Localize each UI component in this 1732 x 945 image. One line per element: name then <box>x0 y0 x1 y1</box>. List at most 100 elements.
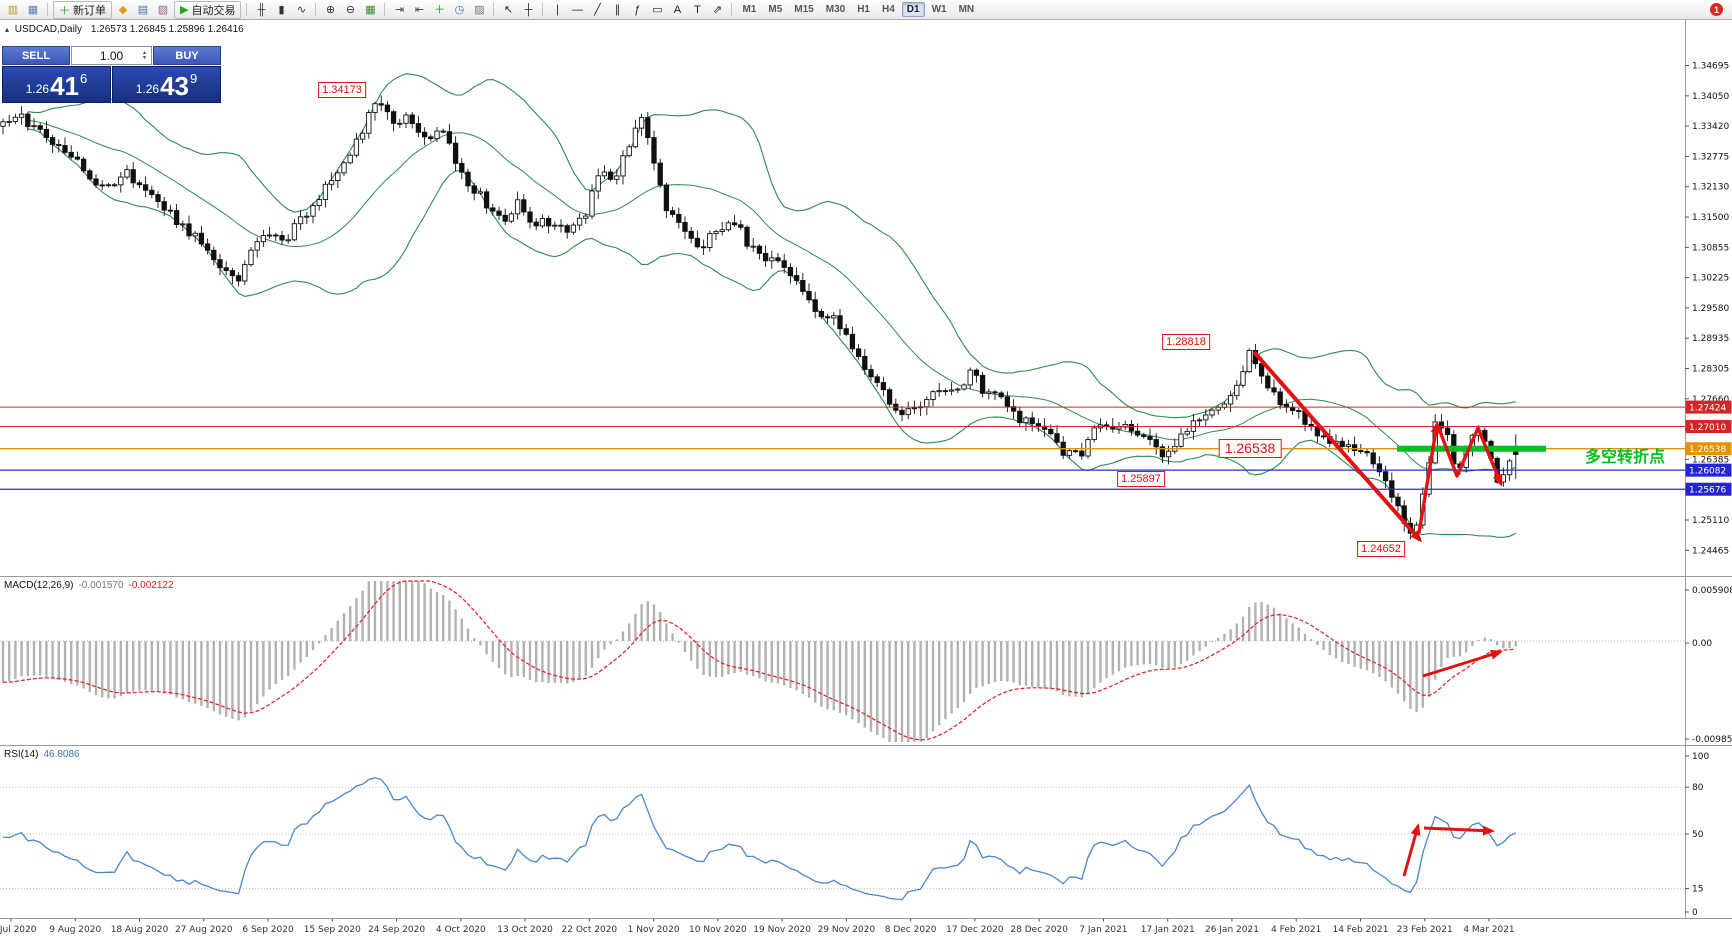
timeframe-m5[interactable]: M5 <box>768 4 783 15</box>
svg-text:1.26385: 1.26385 <box>1692 455 1729 465</box>
time-axis[interactable]: 30 Jul 2020 9 Aug 2020 18 Aug 2020 27 Aug 2… <box>0 918 1515 936</box>
sell-button[interactable]: SELL <box>2 46 70 65</box>
rsi-indicator-label: RSI(14) 46.8086 <box>4 749 80 760</box>
tile-windows-icon[interactable]: ▦ <box>365 3 376 16</box>
svg-text:17 Dec 2020: 17 Dec 2020 <box>946 925 1004 935</box>
macd-panel[interactable] <box>0 580 1685 742</box>
ohlc-values: 1.26573 1.26845 1.25896 1.26416 <box>90 24 244 35</box>
fibonacci-icon[interactable]: ƒ <box>634 3 641 16</box>
svg-text:27 Aug 2020: 27 Aug 2020 <box>175 925 233 935</box>
timeframe-d1[interactable]: D1 <box>901 2 925 17</box>
svg-text:30 Jul 2020: 30 Jul 2020 <box>0 925 37 935</box>
cursor-icon[interactable]: ↖ <box>503 3 514 16</box>
timeframe-m15[interactable]: M15 <box>794 4 814 15</box>
volume-spinner[interactable]: ▲ ▼ <box>142 49 147 61</box>
horizontal-line-icon[interactable]: ― <box>571 3 583 16</box>
chart-annotations[interactable] <box>1252 350 1546 877</box>
timeframe-m30[interactable]: M30 <box>825 4 846 15</box>
svg-text:15 Sep 2020: 15 Sep 2020 <box>304 925 361 935</box>
new-chart-icon[interactable]: ▥ <box>7 3 19 16</box>
timeframe-h1[interactable]: H1 <box>857 4 870 15</box>
buy-button[interactable]: BUY <box>153 46 221 65</box>
macd-momentum-arrow <box>1422 649 1503 678</box>
sell-price-big: 41 <box>50 71 80 101</box>
zoom-in-icon[interactable]: ⊕ <box>325 3 336 16</box>
toolbar-separator <box>246 3 248 16</box>
autotrade-button-label: 自动交易 <box>191 4 236 17</box>
svg-text:1.34050: 1.34050 <box>1692 92 1729 102</box>
autotrade-button-icon: ▶ <box>180 4 189 16</box>
autotrade-button[interactable]: ▶ 自动交易 <box>174 0 242 19</box>
buy-price-display[interactable]: 1.26 43 9 <box>112 66 221 103</box>
main-toolbar: ▥ ▦ ＋新订单 ◆ ▤ ▧ ▶ 自动交易 ╫ ▮ ∿ ⊕ ⊖ ▦ ⇥ ⇤ ＋ ◷ ▨ ↖ ┼ ∣ ― ╱ ∥ ƒ ▭ A T ⇗ M1 M5… <box>0 0 1732 20</box>
symbol-period-label: USDCAD,Daily <box>14 24 83 35</box>
new-order-button[interactable]: ＋新订单 <box>53 0 112 19</box>
svg-text:1.33420: 1.33420 <box>1692 122 1729 132</box>
toolbar-separator <box>384 3 386 16</box>
shapes-icon[interactable]: ▭ <box>652 3 663 16</box>
bar-chart-icon[interactable]: ╫ <box>257 3 266 16</box>
turning-point-annotation[interactable]: 多空转折点 <box>1585 449 1666 466</box>
sell-price-base: 1.26 <box>25 82 50 96</box>
svg-text:8 Dec 2020: 8 Dec 2020 <box>885 925 937 935</box>
svg-text:1.25676: 1.25676 <box>1689 486 1726 496</box>
chart-shift-icon[interactable]: ⇤ <box>414 3 425 16</box>
chart-profiles-icon[interactable]: ▦ <box>27 3 39 16</box>
periods-icon[interactable]: ◷ <box>454 3 465 16</box>
buy-price-sup: 9 <box>190 71 198 86</box>
trendline-icon[interactable]: ╱ <box>594 3 601 16</box>
svg-text:1.26082: 1.26082 <box>1689 467 1726 477</box>
volume-field[interactable]: 1.00 ▲ ▼ <box>71 46 152 65</box>
svg-text:50: 50 <box>1692 830 1704 840</box>
templates-icon[interactable]: ▨ <box>474 3 485 16</box>
indicators-icon[interactable]: ＋ <box>433 3 445 16</box>
chart-title: ▴ USDCAD,Daily 1.26573 1.26845 1.25896 1… <box>5 24 244 35</box>
svg-text:1.28305: 1.28305 <box>1692 365 1729 375</box>
data-window-icon[interactable]: ▧ <box>157 3 169 16</box>
channel-icon[interactable]: ∥ <box>614 3 621 16</box>
crosshair-icon[interactable]: ┼ <box>524 3 533 16</box>
svg-text:1.28935: 1.28935 <box>1692 334 1729 344</box>
metaeditor-icon[interactable]: ◆ <box>118 3 128 16</box>
auto-scroll-icon[interactable]: ⇥ <box>394 3 405 16</box>
main-chart-plot[interactable] <box>0 73 1685 540</box>
timeframe-mn[interactable]: MN <box>958 4 975 15</box>
svg-text:24 Sep 2020: 24 Sep 2020 <box>368 925 425 935</box>
rsi-panel[interactable] <box>0 777 1685 901</box>
svg-text:10 Nov 2020: 10 Nov 2020 <box>689 925 747 935</box>
timeframe-h4[interactable]: H4 <box>881 4 895 15</box>
svg-text:9 Aug 2020: 9 Aug 2020 <box>49 925 101 935</box>
candlestick-chart-icon[interactable]: ▮ <box>278 3 285 16</box>
label-icon[interactable]: T <box>694 3 701 16</box>
timeframe-w1[interactable]: W1 <box>931 4 947 15</box>
notification-badge[interactable]: 1 <box>1710 3 1723 16</box>
zoom-out-icon[interactable]: ⊖ <box>345 3 356 16</box>
collapse-panel-icon[interactable]: ▴ <box>5 25 10 34</box>
svg-text:1.32775: 1.32775 <box>1692 152 1729 162</box>
svg-text:1.27660: 1.27660 <box>1692 395 1729 405</box>
rsi-value: 46.8086 <box>43 749 80 760</box>
sell-price-display[interactable]: 1.26 41 6 <box>2 66 111 103</box>
svg-text:4 Oct 2020: 4 Oct 2020 <box>436 925 486 935</box>
timeframe-m1[interactable]: M1 <box>742 4 757 15</box>
text-icon[interactable]: A <box>673 3 682 16</box>
svg-text:1.30855: 1.30855 <box>1692 243 1729 253</box>
line-chart-icon[interactable]: ∿ <box>296 3 307 16</box>
svg-text:1.32130: 1.32130 <box>1692 183 1729 193</box>
vertical-line-icon[interactable]: ∣ <box>554 3 561 16</box>
svg-text:1.25110: 1.25110 <box>1692 516 1729 526</box>
svg-text:4 Mar 2021: 4 Mar 2021 <box>1463 925 1514 935</box>
toolbar-separator <box>315 3 317 16</box>
rsi-up-arrow <box>1402 823 1421 877</box>
arrow-tool-icon[interactable]: ⇗ <box>712 3 723 16</box>
svg-text:1.26538: 1.26538 <box>1689 445 1726 455</box>
price-axis[interactable]: 1.34695 1.34050 1.33420 1.32775 1.32130 1.315… <box>0 20 1732 919</box>
macd-indicator-label: MACD(12,26,9) -0.001570 -0.002122 <box>4 580 174 591</box>
svg-text:0: 0 <box>1692 908 1698 918</box>
svg-text:14 Feb 2021: 14 Feb 2021 <box>1332 925 1388 935</box>
market-watch-icon[interactable]: ▤ <box>137 3 149 16</box>
new-order-button-icon: ＋ <box>59 4 70 17</box>
